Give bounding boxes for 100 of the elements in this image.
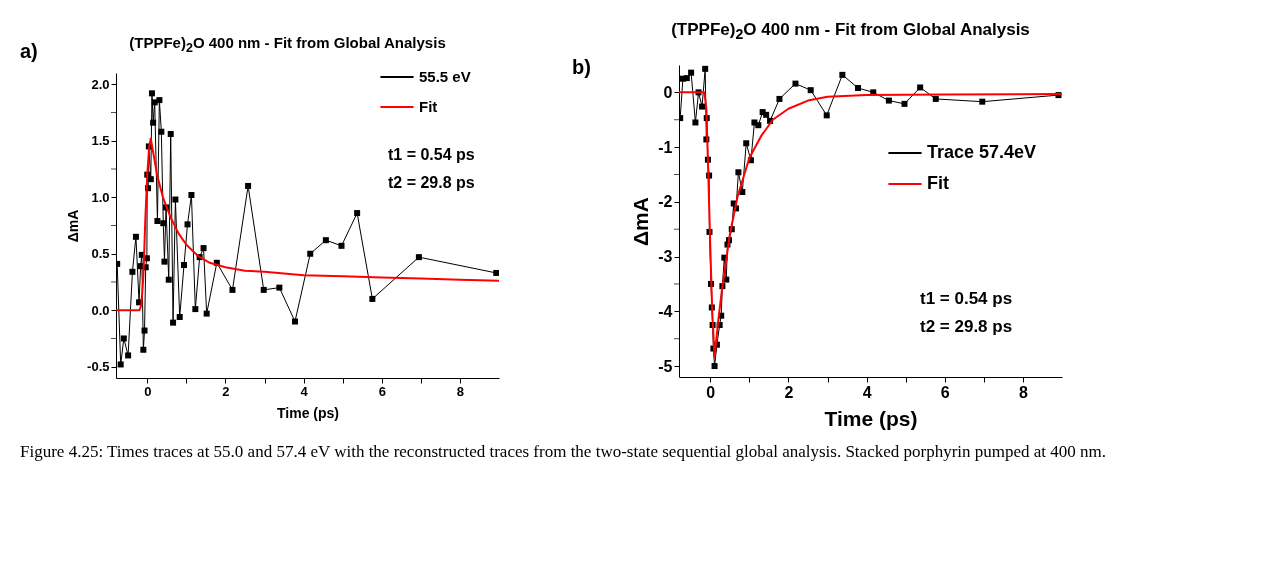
x-tick-label: 8 bbox=[1018, 383, 1028, 401]
y-tick-label: 0.0 bbox=[91, 302, 110, 318]
y-tick-label: -0.5 bbox=[87, 359, 110, 375]
x-tick-label: 6 bbox=[940, 383, 950, 401]
point bbox=[823, 112, 830, 119]
y-tick-label: -2 bbox=[658, 193, 673, 211]
point bbox=[260, 286, 267, 293]
point bbox=[147, 176, 154, 183]
point bbox=[885, 97, 892, 104]
legend-label: Fit bbox=[419, 98, 438, 115]
point bbox=[354, 210, 361, 217]
point bbox=[245, 182, 252, 189]
point bbox=[116, 260, 121, 267]
point bbox=[493, 269, 499, 276]
point bbox=[683, 75, 690, 82]
point bbox=[170, 319, 177, 326]
y-tick-label: 2.0 bbox=[91, 76, 110, 92]
y-tick-label: -5 bbox=[658, 357, 673, 375]
annotation: t1 = 0.54 ps bbox=[388, 146, 475, 163]
point bbox=[203, 310, 210, 317]
x-tick-label: 4 bbox=[300, 383, 309, 399]
y-tick-label: 1.0 bbox=[91, 189, 110, 205]
point bbox=[807, 87, 814, 94]
point bbox=[125, 352, 132, 359]
caption: Figure 4.25: Times traces at 55.0 and 57.4 eV with the reconstructed traces from the two-state sequential global analysis. Stacked porphyrin pumped at 400 nm. bbox=[20, 441, 1108, 463]
annotation: t2 = 29.8 ps bbox=[388, 174, 475, 191]
x-tick-label: 0 bbox=[144, 383, 152, 399]
x-axis-title: Time (ps) bbox=[824, 406, 918, 430]
point bbox=[165, 276, 172, 283]
y-tick-label: 0 bbox=[663, 83, 673, 101]
point bbox=[129, 268, 136, 275]
point bbox=[188, 192, 195, 198]
point bbox=[172, 196, 179, 203]
point bbox=[901, 100, 908, 107]
y-axis-title: ΔmA bbox=[629, 197, 653, 246]
point bbox=[415, 254, 422, 261]
point bbox=[161, 258, 168, 265]
point bbox=[692, 119, 699, 126]
point bbox=[917, 84, 924, 91]
point bbox=[184, 221, 191, 228]
point bbox=[369, 295, 376, 302]
chart-title: (TPPFe)$_{2}$O 400 nm - Fit from Global Analysis bbox=[671, 20, 1030, 43]
text: a) bbox=[20, 40, 38, 63]
x-tick-label: 2 bbox=[222, 383, 230, 399]
x-tick-label: 0 bbox=[706, 383, 716, 401]
point bbox=[338, 242, 345, 249]
point bbox=[160, 220, 167, 227]
x-tick-label: 2 bbox=[784, 383, 794, 401]
text: b) bbox=[572, 56, 591, 79]
point bbox=[735, 169, 742, 176]
point bbox=[711, 363, 718, 370]
point bbox=[200, 245, 207, 252]
point bbox=[291, 318, 298, 325]
point bbox=[702, 65, 709, 72]
point bbox=[792, 80, 799, 87]
point bbox=[854, 84, 861, 91]
point bbox=[132, 233, 139, 240]
y-tick-label: -4 bbox=[658, 302, 673, 320]
x-tick-label: 6 bbox=[378, 383, 386, 399]
y-tick-label: 0.5 bbox=[91, 246, 110, 262]
x-tick-label: 8 bbox=[456, 383, 465, 399]
line-series bbox=[116, 137, 499, 312]
point bbox=[932, 95, 939, 102]
point bbox=[176, 314, 183, 320]
point bbox=[763, 111, 770, 118]
point bbox=[307, 250, 314, 257]
point bbox=[229, 286, 236, 293]
point bbox=[679, 115, 684, 122]
point bbox=[140, 346, 147, 353]
point bbox=[276, 284, 283, 291]
chart-title: (TPPFe)$_{2}$O 400 nm - Fit from Global Analysis bbox=[129, 34, 446, 55]
x-axis-title: Time (ps) bbox=[277, 404, 339, 421]
annotation: t1 = 0.54 ps bbox=[920, 289, 1013, 308]
legend-label: Fit bbox=[927, 173, 949, 193]
y-tick-label: -3 bbox=[658, 248, 673, 266]
y-tick-label: 1.5 bbox=[91, 133, 110, 149]
point bbox=[148, 90, 155, 97]
point bbox=[181, 262, 187, 269]
point bbox=[154, 217, 161, 224]
point bbox=[776, 95, 783, 102]
x-tick-label: 4 bbox=[862, 383, 872, 401]
annotation: t2 = 29.8 ps bbox=[920, 317, 1013, 336]
legend-label: 55.5 eV bbox=[419, 68, 471, 85]
point bbox=[743, 140, 750, 147]
point bbox=[150, 119, 157, 126]
point bbox=[839, 71, 846, 78]
point bbox=[117, 361, 124, 368]
point bbox=[156, 97, 163, 104]
point bbox=[688, 69, 695, 76]
point bbox=[322, 237, 329, 244]
point bbox=[979, 98, 986, 105]
legend-label: Trace 57.4eV bbox=[927, 142, 1037, 162]
point bbox=[192, 306, 199, 313]
point bbox=[167, 131, 174, 137]
y-tick-label: -1 bbox=[658, 138, 673, 156]
y-axis-title: ΔmA bbox=[65, 209, 82, 243]
point bbox=[755, 122, 762, 129]
point bbox=[699, 103, 706, 110]
point bbox=[120, 335, 127, 342]
point bbox=[158, 128, 165, 135]
